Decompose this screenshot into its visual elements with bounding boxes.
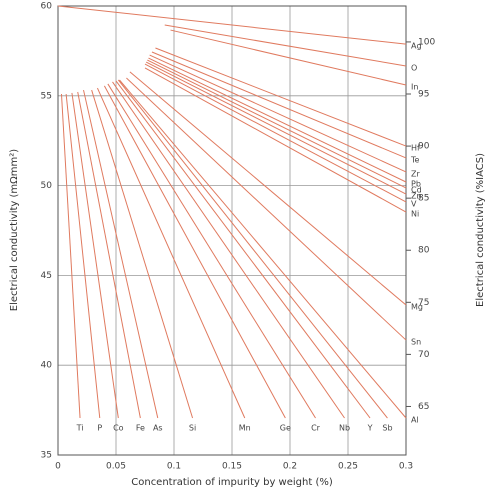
impurity-line	[77, 91, 141, 419]
y-tick-label: 55	[41, 91, 52, 101]
legend-label: Y	[367, 424, 373, 433]
legend-label: Mn	[239, 424, 251, 433]
x-tick-label: 0.15	[222, 462, 242, 472]
plot-frame	[57, 5, 407, 456]
legend-label: Cr	[311, 424, 321, 433]
legend-label: Sb	[382, 424, 392, 433]
legend-label: Nb	[339, 424, 350, 433]
y2-tick-label: 90	[418, 142, 430, 152]
y-tick-label: 35	[41, 451, 52, 461]
impurity-line	[115, 80, 371, 419]
impurity-line	[103, 85, 286, 419]
legend-label: Te	[410, 155, 420, 164]
impurity-line	[117, 79, 388, 419]
legend-label: Fe	[136, 424, 145, 433]
legend-label: Mg	[411, 303, 423, 312]
legend-label: Cd	[411, 185, 422, 194]
impurity-line	[151, 51, 407, 159]
y2-tick-label: 65	[418, 402, 429, 412]
legend-label: Pb	[411, 180, 421, 189]
x-tick-label: 0.25	[338, 462, 358, 472]
impurity-line	[71, 92, 119, 419]
legend-label: Co	[113, 424, 124, 433]
impurity-line	[60, 93, 81, 419]
impurity-line	[107, 83, 316, 419]
y-tick-label: 45	[41, 271, 52, 281]
y2-tick-label: 100	[418, 37, 435, 47]
legend-label: Hf	[411, 144, 420, 153]
y2-axis-title: Electrical conductivity (%IACS)	[475, 153, 486, 307]
impurity-line	[112, 81, 345, 419]
legend-label: Zn	[411, 192, 422, 201]
impurity-line	[170, 29, 407, 86]
y2-tick-label: 95	[418, 90, 429, 100]
legend-label: Ge	[280, 424, 291, 433]
impurity-line	[96, 87, 246, 419]
impurity-line	[126, 77, 407, 341]
impurity-line	[155, 47, 407, 147]
y2-tick-label: 85	[418, 194, 429, 204]
x-tick-label: 0.3	[399, 462, 413, 472]
x-tick-label: 0	[55, 462, 61, 472]
y-tick-label: 60	[41, 2, 53, 12]
impurity-line	[144, 63, 407, 203]
legend-label: Ag	[411, 42, 422, 51]
y2-tick-label: 80	[418, 246, 430, 256]
y-tick-label: 50	[41, 181, 53, 191]
y-axis-title: Electrical conductivity (mΩmm²)	[9, 149, 20, 311]
legend-label: In	[411, 83, 418, 92]
legend-label: Sn	[411, 338, 421, 347]
legend-label: P	[97, 424, 102, 433]
legend-label: Zr	[411, 169, 420, 178]
x-tick-label: 0.1	[167, 462, 181, 472]
impurity-line	[91, 89, 194, 419]
y-tick-label: 40	[41, 361, 53, 371]
impurity-line	[144, 67, 407, 213]
x-axis-title: Concentration of impurity by weight (%)	[131, 477, 333, 488]
impurity-line	[57, 5, 407, 45]
legend-label: V	[411, 199, 417, 208]
legend-label: Si	[189, 424, 196, 433]
legend-label: O	[411, 63, 417, 72]
x-tick-label: 0.05	[106, 462, 126, 472]
legend-label: Al	[411, 416, 419, 425]
impurity-line	[119, 79, 407, 419]
y2-tick-label: 70	[418, 350, 430, 360]
impurity-line	[149, 54, 407, 173]
legend-label: As	[153, 424, 163, 433]
impurity-line	[147, 59, 407, 189]
y2-tick-label: 75	[418, 298, 429, 308]
impurity-line	[164, 24, 407, 67]
legend-label: Ti	[76, 424, 84, 433]
impurity-line	[145, 61, 407, 195]
impurity-line	[148, 57, 407, 183]
impurity-line	[83, 89, 159, 419]
impurity-line	[65, 93, 101, 419]
impurity-line	[129, 71, 407, 306]
x-tick-label: 0.2	[283, 462, 297, 472]
legend-label: Ni	[411, 210, 419, 219]
